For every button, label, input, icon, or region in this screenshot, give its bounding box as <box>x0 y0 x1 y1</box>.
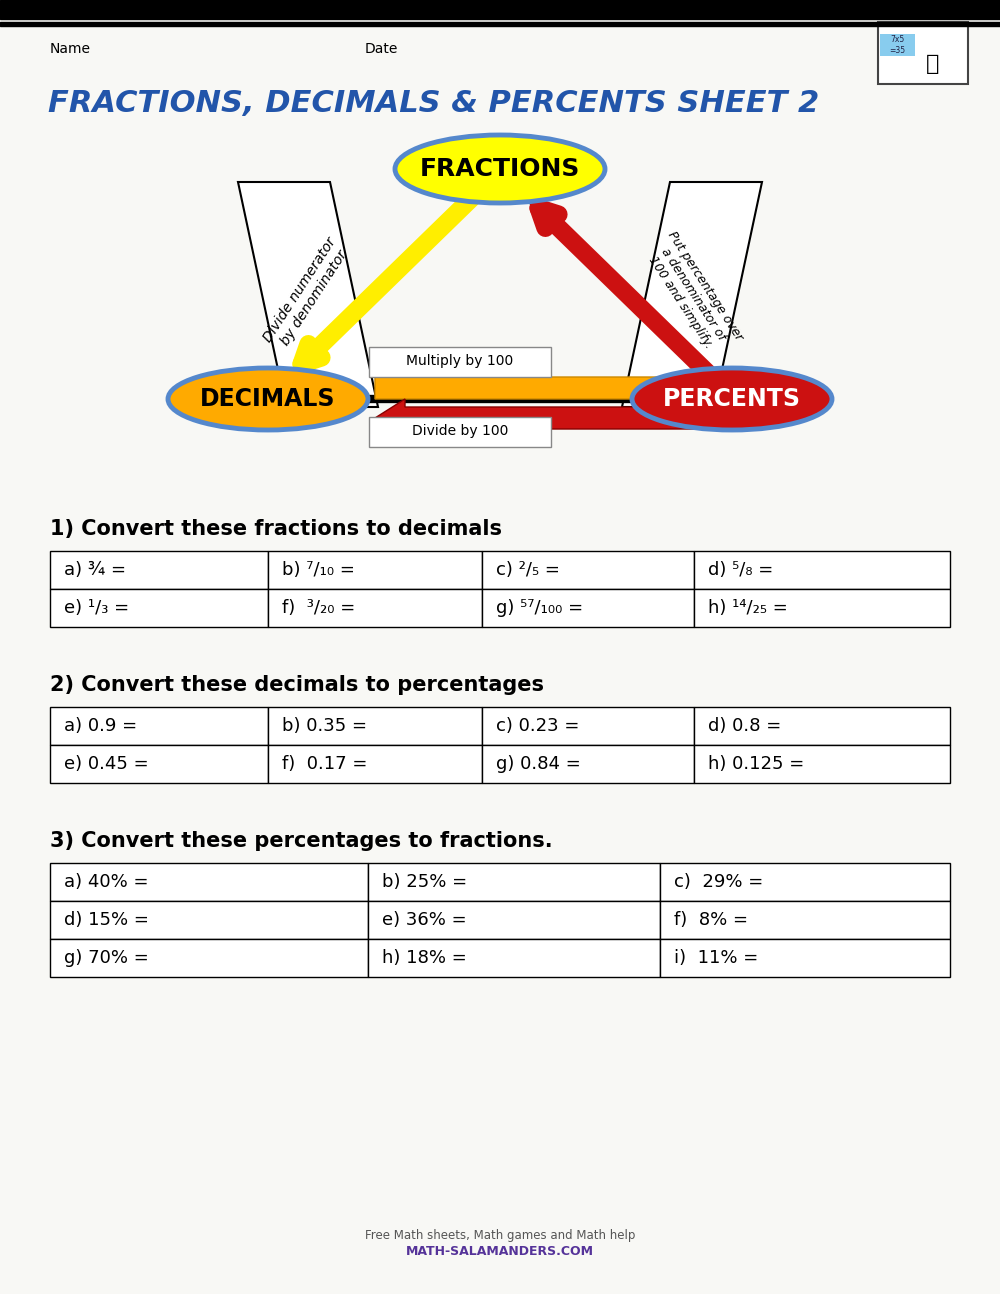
Bar <box>482 589 694 628</box>
Bar <box>660 939 950 977</box>
Bar <box>268 551 482 589</box>
Text: a) 40% =: a) 40% = <box>64 873 148 892</box>
Bar <box>50 863 368 901</box>
Bar <box>268 707 482 745</box>
Bar <box>694 707 950 745</box>
Ellipse shape <box>168 367 368 430</box>
Bar <box>482 551 694 589</box>
FancyBboxPatch shape <box>369 347 551 377</box>
Bar <box>0 0 1000 19</box>
Text: MATH-SALAMANDERS.COM: MATH-SALAMANDERS.COM <box>406 1245 594 1258</box>
Text: d) 15% =: d) 15% = <box>64 911 149 929</box>
Text: 3) Convert these percentages to fractions.: 3) Convert these percentages to fraction… <box>50 831 553 851</box>
Bar <box>268 745 482 783</box>
Bar <box>50 707 268 745</box>
Bar <box>50 745 268 783</box>
Bar <box>50 901 368 939</box>
Ellipse shape <box>632 367 832 430</box>
Bar <box>880 34 915 56</box>
Text: b) 0.35 =: b) 0.35 = <box>282 717 367 735</box>
Text: Divide by 100: Divide by 100 <box>412 424 508 437</box>
Bar <box>50 551 268 589</box>
Text: e) ¹/₃ =: e) ¹/₃ = <box>64 599 129 617</box>
FancyBboxPatch shape <box>369 417 551 446</box>
Text: c) ²/₅ =: c) ²/₅ = <box>496 562 560 578</box>
Ellipse shape <box>395 135 605 203</box>
Polygon shape <box>622 182 762 408</box>
Text: Name: Name <box>50 41 91 56</box>
Text: i)  11% =: i) 11% = <box>674 949 758 967</box>
Text: Multiply by 100: Multiply by 100 <box>406 355 514 367</box>
Text: FRACTIONS: FRACTIONS <box>420 157 580 181</box>
Bar <box>0 22 1000 26</box>
Text: Put percentage over
a denominator of
100 and simplify.: Put percentage over a denominator of 100… <box>640 229 746 360</box>
Bar <box>482 707 694 745</box>
Bar <box>660 863 950 901</box>
Text: f)  8% =: f) 8% = <box>674 911 748 929</box>
Bar <box>368 901 660 939</box>
Text: h) 0.125 =: h) 0.125 = <box>708 754 804 773</box>
Text: e) 36% =: e) 36% = <box>382 911 467 929</box>
Bar <box>660 901 950 939</box>
Bar <box>482 745 694 783</box>
Text: 1) Convert these fractions to decimals: 1) Convert these fractions to decimals <box>50 519 502 540</box>
Text: Free Math sheets, Math games and Math help: Free Math sheets, Math games and Math he… <box>365 1229 635 1242</box>
Text: 🦁: 🦁 <box>926 54 940 74</box>
Text: e) 0.45 =: e) 0.45 = <box>64 754 149 773</box>
Bar <box>368 939 660 977</box>
Text: b) ⁷/₁₀ =: b) ⁷/₁₀ = <box>282 562 355 578</box>
Bar <box>50 939 368 977</box>
Text: Divide numerator
by denominator: Divide numerator by denominator <box>261 234 353 353</box>
Text: h) ¹⁴/₂₅ =: h) ¹⁴/₂₅ = <box>708 599 788 617</box>
Text: FRACTIONS, DECIMALS & PERCENTS SHEET 2: FRACTIONS, DECIMALS & PERCENTS SHEET 2 <box>48 89 819 118</box>
Text: c)  29% =: c) 29% = <box>674 873 763 892</box>
Text: g) ⁵⁷/₁₀₀ =: g) ⁵⁷/₁₀₀ = <box>496 599 583 617</box>
Text: d) ⁵/₈ =: d) ⁵/₈ = <box>708 562 773 578</box>
Bar <box>50 589 268 628</box>
Bar <box>268 589 482 628</box>
Text: b) 25% =: b) 25% = <box>382 873 467 892</box>
Text: d) 0.8 =: d) 0.8 = <box>708 717 781 735</box>
Bar <box>368 863 660 901</box>
FancyArrow shape <box>375 399 725 437</box>
Text: g) 70% =: g) 70% = <box>64 949 149 967</box>
Text: a) ¾ =: a) ¾ = <box>64 562 126 578</box>
Text: f)  ³/₂₀ =: f) ³/₂₀ = <box>282 599 355 617</box>
Bar <box>694 589 950 628</box>
Text: c) 0.23 =: c) 0.23 = <box>496 717 579 735</box>
Text: Date: Date <box>365 41 398 56</box>
Text: 2) Convert these decimals to percentages: 2) Convert these decimals to percentages <box>50 675 544 695</box>
Text: h) 18% =: h) 18% = <box>382 949 467 967</box>
Text: DECIMALS: DECIMALS <box>200 387 336 411</box>
Text: 7x5
=35: 7x5 =35 <box>889 35 905 54</box>
Text: f)  0.17 =: f) 0.17 = <box>282 754 367 773</box>
Bar <box>694 745 950 783</box>
Text: a) 0.9 =: a) 0.9 = <box>64 717 137 735</box>
Text: PERCENTS: PERCENTS <box>663 387 801 411</box>
Bar <box>694 551 950 589</box>
FancyArrow shape <box>375 369 720 408</box>
Bar <box>878 22 968 84</box>
Polygon shape <box>238 182 378 408</box>
Text: g) 0.84 =: g) 0.84 = <box>496 754 581 773</box>
